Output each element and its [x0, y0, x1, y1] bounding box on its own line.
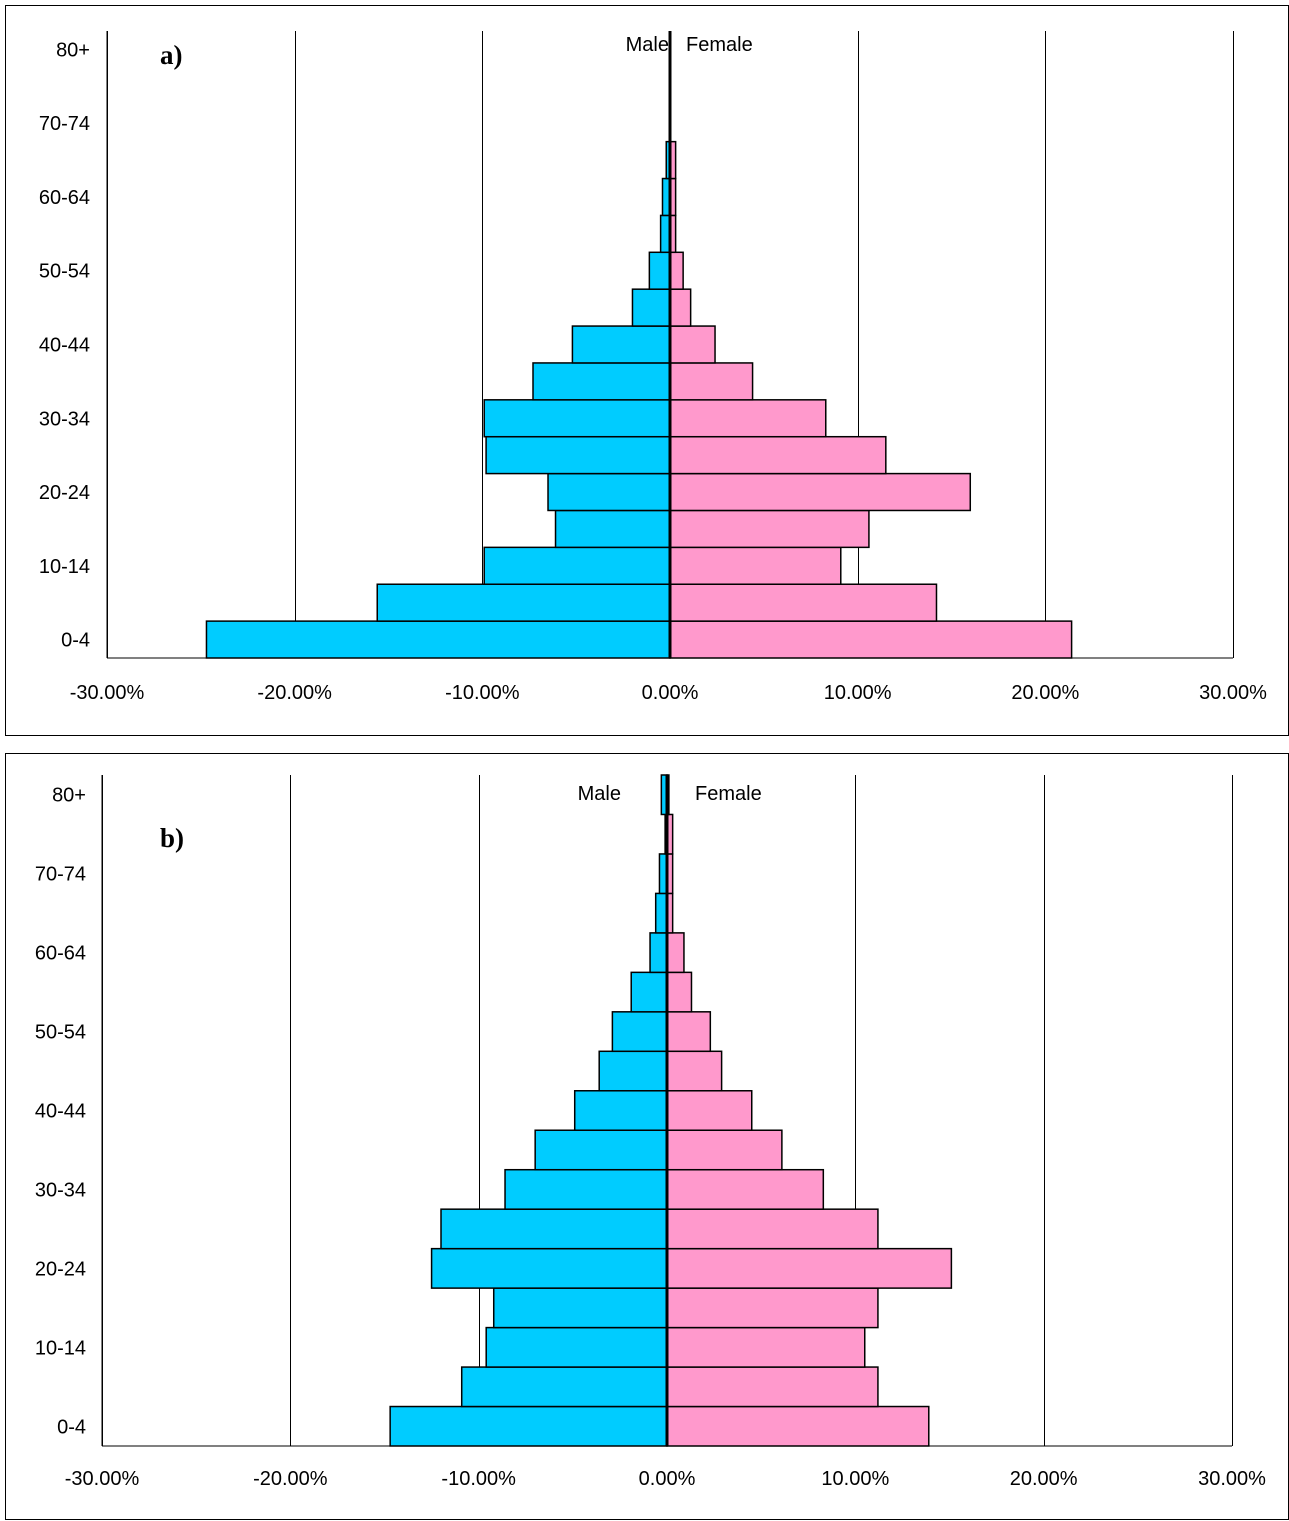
bar-b-male-60-64	[649, 932, 668, 974]
bar-b-male-15-19	[492, 1287, 668, 1329]
bar-b-male-5-9	[460, 1366, 668, 1408]
bar-a-female-25-29	[669, 435, 887, 475]
x-tick-label-b: -20.00%	[253, 1468, 328, 1490]
x-tick-label-b: -30.00%	[65, 1468, 140, 1490]
population-pyramid-a: 0-4 10-14 20-24 30-34 40-44 50-54 60-64 70-74 80…	[5, 5, 1289, 736]
bar-a-female-20-24	[669, 472, 972, 512]
y-tick-label-a: 30-34	[39, 408, 90, 430]
bar-a-female-15-19	[669, 509, 870, 549]
bar-b-male-30-34	[504, 1168, 668, 1210]
bar-a-male-5-9	[376, 583, 671, 622]
bar-b-female-50-54	[666, 1011, 712, 1053]
x-tick-label-a: -20.00%	[257, 682, 332, 704]
bar-a-female-10-14	[669, 546, 842, 585]
bar-a-female-5-9	[669, 583, 938, 622]
bar-a-male-10-14	[483, 546, 671, 585]
bar-b-female-45-49	[666, 1050, 723, 1092]
y-tick-label-a: 60-64	[39, 187, 90, 209]
bar-b-male-10-14	[485, 1326, 668, 1368]
population-pyramid-b: 0-4 10-14 20-24 30-34 40-44 50-54 60-64 70-74 80…	[5, 753, 1289, 1520]
bar-b-female-40-44	[666, 1090, 753, 1131]
x-tick-label-b: -10.00%	[441, 1468, 516, 1490]
bar-a-male-20-24	[547, 472, 671, 512]
bar-b-female-20-24	[666, 1247, 953, 1289]
bar-b-female-10-14	[666, 1326, 866, 1368]
bar-a-female-45-49	[669, 288, 692, 327]
y-tick-label-a: 20-24	[39, 482, 90, 504]
bar-b-male-20-24	[430, 1247, 668, 1289]
bar-a-male-50-54	[648, 251, 671, 290]
x-tick-label-b: 10.00%	[821, 1468, 889, 1490]
female-label-a: Female	[686, 34, 753, 56]
panel-label-a: a)	[160, 40, 183, 70]
x-tick-label-a: 20.00%	[1011, 682, 1079, 704]
bar-a-female-50-54	[669, 251, 684, 290]
y-tick-label-b: 80+	[52, 785, 86, 807]
panel-label-b: b)	[160, 823, 184, 853]
bar-a-male-15-19	[554, 509, 671, 549]
bar-a-male-45-49	[631, 288, 671, 327]
bar-a-female-40-44	[669, 325, 716, 364]
y-tick-label-b: 30-34	[35, 1179, 86, 1201]
bar-b-female-15-19	[666, 1287, 879, 1329]
female-label-b: Female	[695, 783, 762, 805]
y-tick-label-b: 40-44	[35, 1101, 86, 1123]
bar-a-male-25-29	[485, 435, 671, 475]
bar-b-male-45-49	[598, 1050, 668, 1092]
chart-a-svg: 0-4 10-14 20-24 30-34 40-44 50-54 60-64 70-74 80…	[39, 31, 1267, 704]
bar-b-male-50-54	[611, 1011, 668, 1053]
chart-b-svg: 0-4 10-14 20-24 30-34 40-44 50-54 60-64 70-74 80…	[35, 774, 1266, 1490]
bar-b-female-25-29	[666, 1208, 879, 1250]
bar-b-female-60-64	[666, 932, 685, 974]
bar-a-female-0-4	[669, 620, 1073, 659]
bar-a-male-0-4	[205, 620, 671, 659]
bar-b-female-35-39	[666, 1129, 783, 1171]
y-tick-label-b: 60-64	[35, 943, 86, 965]
y-tick-label-a: 40-44	[39, 335, 90, 357]
x-tick-label-b: 0.00%	[639, 1468, 696, 1490]
x-tick-label-b: 30.00%	[1198, 1468, 1266, 1490]
bar-b-male-35-39	[534, 1129, 668, 1171]
male-label-b: Male	[578, 783, 621, 805]
x-tick-label-a: 10.00%	[824, 682, 892, 704]
bar-b-female-30-34	[666, 1168, 825, 1210]
y-tick-label-a: 50-54	[39, 261, 90, 283]
y-tick-label-b: 20-24	[35, 1258, 86, 1280]
bar-b-male-0-4	[389, 1405, 668, 1447]
bar-b-male-65-69	[654, 892, 668, 934]
bar-a-female-30-34	[669, 399, 827, 438]
bar-a-male-35-39	[532, 362, 671, 401]
x-tick-label-a: 0.00%	[642, 682, 699, 704]
male-label-a: Male	[626, 34, 669, 56]
x-tick-label-b: 20.00%	[1010, 1468, 1078, 1490]
y-tick-label-b: 50-54	[35, 1022, 86, 1044]
bar-b-female-55-59	[666, 971, 693, 1013]
bar-b-female-0-4	[666, 1405, 930, 1447]
x-tick-label-a: -30.00%	[70, 682, 145, 704]
bar-b-female-5-9	[666, 1366, 879, 1408]
bar-a-female-35-39	[669, 362, 754, 401]
y-tick-label-a: 0-4	[61, 630, 90, 652]
bar-b-male-55-59	[630, 971, 668, 1013]
x-tick-label-a: -10.00%	[445, 682, 520, 704]
y-tick-label-a: 80+	[56, 39, 90, 61]
bar-b-male-25-29	[440, 1208, 668, 1250]
y-tick-label-a: 10-14	[39, 556, 90, 578]
x-tick-label-a: 30.00%	[1199, 682, 1267, 704]
y-tick-label-b: 10-14	[35, 1337, 86, 1359]
y-tick-label-a: 70-74	[39, 113, 90, 135]
bar-a-male-40-44	[571, 325, 671, 364]
bar-b-male-40-44	[573, 1090, 668, 1131]
y-tick-label-b: 70-74	[35, 864, 86, 886]
bar-a-male-30-34	[483, 399, 671, 438]
y-tick-label-b: 0-4	[57, 1416, 86, 1438]
